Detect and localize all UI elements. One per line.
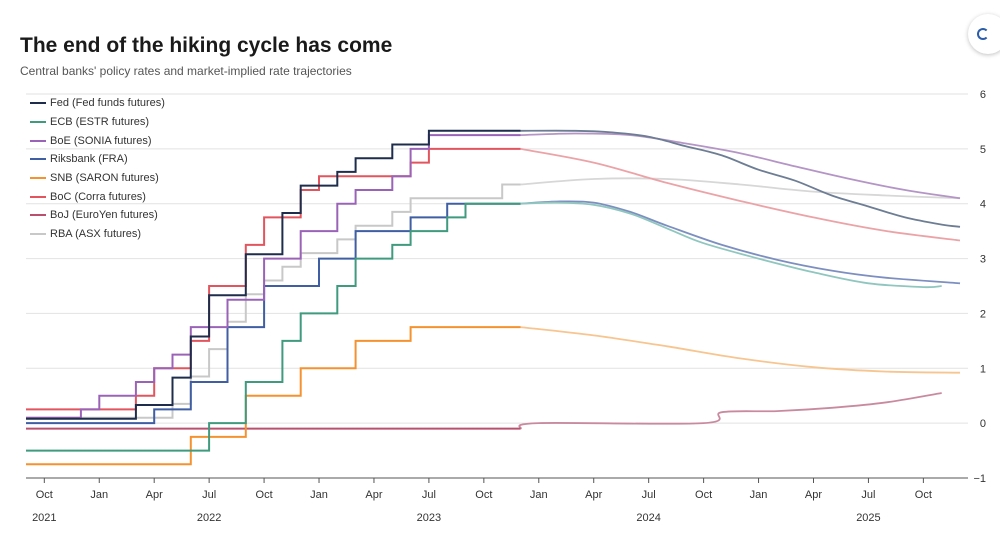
y-tick-label: 2 <box>980 308 986 320</box>
legend-label: BoC (Corra futures) <box>50 190 146 203</box>
series-history-line <box>26 326 521 466</box>
x-year-label: 2023 <box>417 512 441 524</box>
legend-label: Fed (Fed funds futures) <box>50 97 165 110</box>
x-year-label: 2022 <box>197 512 221 524</box>
legend-item[interactable]: ECB (ESTR futures) <box>30 113 165 132</box>
legend-swatch <box>30 195 46 198</box>
legend-item[interactable]: Fed (Fed funds futures) <box>30 94 165 113</box>
x-tick-label: Apr <box>146 489 163 501</box>
legend-item[interactable]: BoE (SONIA futures) <box>30 131 165 150</box>
series-lines <box>26 129 961 466</box>
x-tick-label: Jan <box>90 489 108 501</box>
series-3 <box>26 200 961 425</box>
axes: −1 0 1 2 3 4 5 6 Oct Jan Apr Jul Oct Jan Apr Jul Oct Jan A… <box>26 89 986 524</box>
y-tick-label: 0 <box>980 418 986 430</box>
y-tick-label: 1 <box>980 363 986 375</box>
series-history-line <box>26 134 521 419</box>
series-forecast-line <box>518 392 942 430</box>
series-forecast-line <box>520 200 961 285</box>
grid <box>26 93 968 479</box>
y-tick-label: 4 <box>980 199 986 211</box>
legend-item[interactable]: BoJ (EuroYen futures) <box>30 206 165 225</box>
chart-title: The end of the hiking cycle has come <box>20 34 393 57</box>
x-tick-label: Jul <box>202 489 216 501</box>
x-tick-label: Oct <box>36 489 53 501</box>
x-year-label: 2021 <box>32 512 56 524</box>
legend-item[interactable]: BoC (Corra futures) <box>30 187 165 206</box>
x-tick-label: Jan <box>750 489 768 501</box>
series-forecast-line <box>520 148 961 242</box>
legend-item[interactable]: SNB (SARON futures) <box>30 169 165 188</box>
x-tick-label: Jul <box>642 489 656 501</box>
x-tick-label: Jul <box>861 489 875 501</box>
y-tick-label: 5 <box>980 144 986 156</box>
series-forecast-line <box>520 177 961 200</box>
series-forecast-line <box>520 201 942 289</box>
x-tick-label: Jul <box>422 489 436 501</box>
legend-swatch <box>30 158 46 161</box>
x-year-label: 2025 <box>856 512 880 524</box>
x-tick-label: Apr <box>365 489 382 501</box>
series-forecast-line <box>520 132 961 200</box>
legend-label: BoE (SONIA futures) <box>50 134 152 147</box>
legend-label: SNB (SARON futures) <box>50 172 159 185</box>
x-tick-label: Apr <box>585 489 602 501</box>
series-1 <box>26 201 942 452</box>
legend-swatch <box>30 139 46 142</box>
series-history-line <box>26 202 521 425</box>
y-tick-label: −1 <box>973 473 986 485</box>
x-tick-label: Oct <box>915 489 932 501</box>
legend-swatch <box>30 214 46 217</box>
series-history-line <box>26 202 521 452</box>
series-history-line <box>26 129 521 420</box>
legend-label: RBA (ASX futures) <box>50 228 142 241</box>
series-history-line <box>26 183 521 419</box>
x-tick-label: Oct <box>256 489 273 501</box>
x-tick-label: Oct <box>475 489 492 501</box>
legend-swatch <box>30 121 46 124</box>
legend-swatch <box>30 102 46 105</box>
x-tick-label: Oct <box>695 489 712 501</box>
series-7 <box>26 177 961 419</box>
legend-label: ECB (ESTR futures) <box>50 116 150 129</box>
legend-item[interactable]: Riksbank (FRA) <box>30 150 165 169</box>
legend-label: Riksbank (FRA) <box>50 153 128 166</box>
y-tick-label: 6 <box>980 89 986 101</box>
legend-label: BoJ (EuroYen futures) <box>50 209 158 222</box>
series-2 <box>26 132 961 419</box>
y-tick-label: 3 <box>980 254 986 266</box>
legend-swatch <box>30 177 46 180</box>
chart-legend: Fed (Fed funds futures) ECB (ESTR futures… <box>30 94 165 244</box>
series-forecast-line <box>520 326 961 374</box>
series-0 <box>26 129 961 420</box>
series-6 <box>26 392 942 430</box>
legend-item[interactable]: RBA (ASX futures) <box>30 225 165 244</box>
series-forecast-line <box>520 129 961 228</box>
chart-menu-button[interactable] <box>968 14 1000 54</box>
series-5 <box>26 147 961 411</box>
x-year-label: 2024 <box>636 512 660 524</box>
series-4 <box>26 326 961 466</box>
x-tick-label: Apr <box>805 489 822 501</box>
x-tick-label: Jan <box>310 489 328 501</box>
x-tick-label: Jan <box>530 489 548 501</box>
refresh-icon <box>977 28 989 40</box>
legend-swatch <box>30 233 46 236</box>
chart-subtitle: Central banks' policy rates and market-i… <box>20 64 352 78</box>
